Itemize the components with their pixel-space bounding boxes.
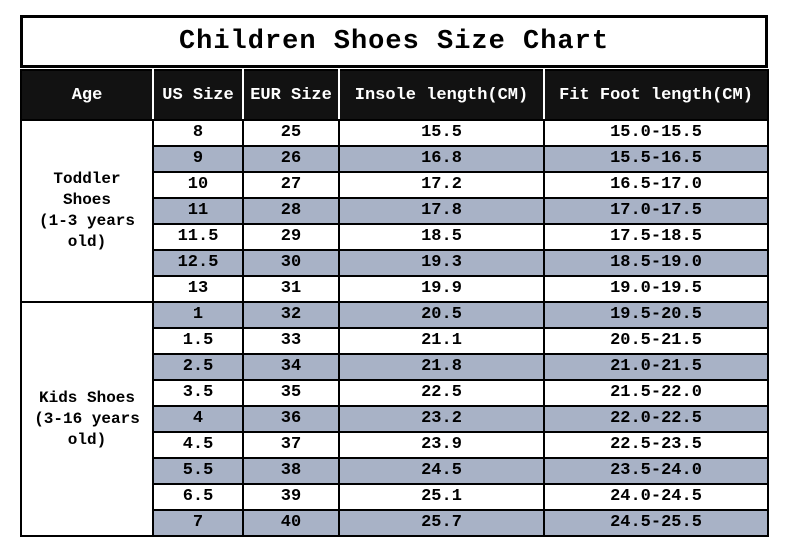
- table-cell: 23.2: [338, 405, 545, 433]
- table-row: 5.5 38 24.5 23.5-24.0: [21, 457, 769, 485]
- table-cell: 21.0-21.5: [543, 353, 769, 381]
- table-cell: 16.5-17.0: [543, 171, 769, 199]
- table-cell: 34: [242, 353, 340, 381]
- column-header-insole-length: Insole length(CM): [338, 70, 544, 121]
- table-cell: 18.5: [338, 223, 545, 251]
- table-cell: 1.5: [152, 327, 244, 355]
- table-cell: 21.8: [338, 353, 545, 381]
- table-row: 2.5 34 21.8 21.0-21.5: [21, 353, 769, 381]
- table-cell: 25.1: [338, 483, 545, 511]
- age-group-cell: Toddler Shoes (1-3 years old): [20, 119, 154, 303]
- table-row: 3.5 35 22.5 21.5-22.0: [21, 379, 769, 407]
- table-row: 6.5 39 25.1 24.0-24.5: [21, 483, 769, 511]
- table-cell: 18.5-19.0: [543, 249, 769, 277]
- table-cell: 31: [242, 275, 340, 303]
- table-cell: 23.9: [338, 431, 545, 459]
- table-cell: 17.5-18.5: [543, 223, 769, 251]
- table-cell: 22.0-22.5: [543, 405, 769, 433]
- table-cell: 24.5: [338, 457, 545, 485]
- size-chart: Children Shoes Size Chart Age US Size EU…: [20, 15, 769, 537]
- table-cell: 21.5-22.0: [543, 379, 769, 407]
- column-header-age: Age: [21, 70, 153, 121]
- table-cell: 27: [242, 171, 340, 199]
- table-cell: 36: [242, 405, 340, 433]
- table-row: Toddler Shoes (1-3 years old) 8 25 15.5 15.0…: [20, 119, 769, 303]
- table-cell: 24.0-24.5: [543, 483, 769, 511]
- table-cell: 39: [242, 483, 340, 511]
- table-row: 1.5 33 21.1 20.5-21.5: [21, 327, 769, 355]
- table-cell: 33: [242, 327, 340, 355]
- column-header-us-size: US Size: [152, 70, 243, 121]
- table-cell: 17.0-17.5: [543, 197, 769, 225]
- table-row: 4 36 23.2 22.0-22.5: [21, 405, 769, 433]
- table-cell: 11: [152, 197, 244, 225]
- table-row: 4.5 37 23.9 22.5-23.5: [21, 431, 769, 459]
- table-cell: 4: [152, 405, 244, 433]
- table-cell: 25: [242, 119, 340, 147]
- table-cell: 32: [242, 301, 340, 329]
- size-chart-table: Age US Size EUR Size Insole length(CM) F…: [20, 69, 769, 537]
- table-cell: 4.5: [152, 431, 244, 459]
- table-row: 9 26 16.8 15.5-16.5: [21, 145, 769, 173]
- table-cell: 15.5-16.5: [543, 145, 769, 173]
- table-cell: 35: [242, 379, 340, 407]
- table-cell: 21.1: [338, 327, 545, 355]
- table-cell: 37: [242, 431, 340, 459]
- table-cell: 29: [242, 223, 340, 251]
- table-cell: 19.3: [338, 249, 545, 277]
- table-cell: 3.5: [152, 379, 244, 407]
- table-cell: 6.5: [152, 483, 244, 511]
- table-cell: 25.7: [338, 509, 545, 537]
- column-header-fit-foot-length: Fit Foot length(CM): [543, 70, 768, 121]
- table-cell: 19.5-20.5: [543, 301, 769, 329]
- table-row: 10 27 17.2 16.5-17.0: [21, 171, 769, 199]
- column-header-eur-size: EUR Size: [242, 70, 339, 121]
- table-row: 13 31 19.9 19.0-19.5: [21, 275, 769, 303]
- table-cell: 12.5: [152, 249, 244, 277]
- table-cell: 15.5: [338, 119, 545, 147]
- chart-title: Children Shoes Size Chart: [20, 15, 768, 68]
- header-row: Age US Size EUR Size Insole length(CM) F…: [21, 70, 768, 121]
- table-cell: 8: [152, 119, 244, 147]
- table-cell: 23.5-24.0: [543, 457, 769, 485]
- table-cell: 19.0-19.5: [543, 275, 769, 303]
- table-cell: 1: [152, 301, 244, 329]
- table-cell: 19.9: [338, 275, 545, 303]
- table-cell: 13: [152, 275, 244, 303]
- table-cell: 5.5: [152, 457, 244, 485]
- table-row: 11 28 17.8 17.0-17.5: [21, 197, 769, 225]
- table-row: 12.5 30 19.3 18.5-19.0: [21, 249, 769, 277]
- table-cell: 20.5-21.5: [543, 327, 769, 355]
- table-cell: 24.5-25.5: [543, 509, 769, 537]
- age-group-cell: Kids Shoes (3-16 years old): [20, 301, 154, 537]
- table-cell: 11.5: [152, 223, 244, 251]
- table-row: 11.5 29 18.5 17.5-18.5: [21, 223, 769, 251]
- table-cell: 30: [242, 249, 340, 277]
- table-cell: 40: [242, 509, 340, 537]
- table-cell: 38: [242, 457, 340, 485]
- table-cell: 2.5: [152, 353, 244, 381]
- table-cell: 22.5-23.5: [543, 431, 769, 459]
- table-cell: 26: [242, 145, 340, 173]
- page-canvas: Children Shoes Size Chart Age US Size EU…: [20, 15, 769, 537]
- table-cell: 7: [152, 509, 244, 537]
- table-row: Kids Shoes (3-16 years old) 1 32 20.5 19.5-2…: [20, 301, 769, 537]
- table-cell: 22.5: [338, 379, 545, 407]
- table-cell: 16.8: [338, 145, 545, 173]
- table-cell: 15.0-15.5: [543, 119, 769, 147]
- table-cell: 20.5: [338, 301, 545, 329]
- table-body: Toddler Shoes (1-3 years old) 8 25 15.5 15.0…: [20, 119, 769, 537]
- table-cell: 17.8: [338, 197, 545, 225]
- table-cell: 28: [242, 197, 340, 225]
- table-cell: 10: [152, 171, 244, 199]
- table-cell: 9: [152, 145, 244, 173]
- table-cell: 17.2: [338, 171, 545, 199]
